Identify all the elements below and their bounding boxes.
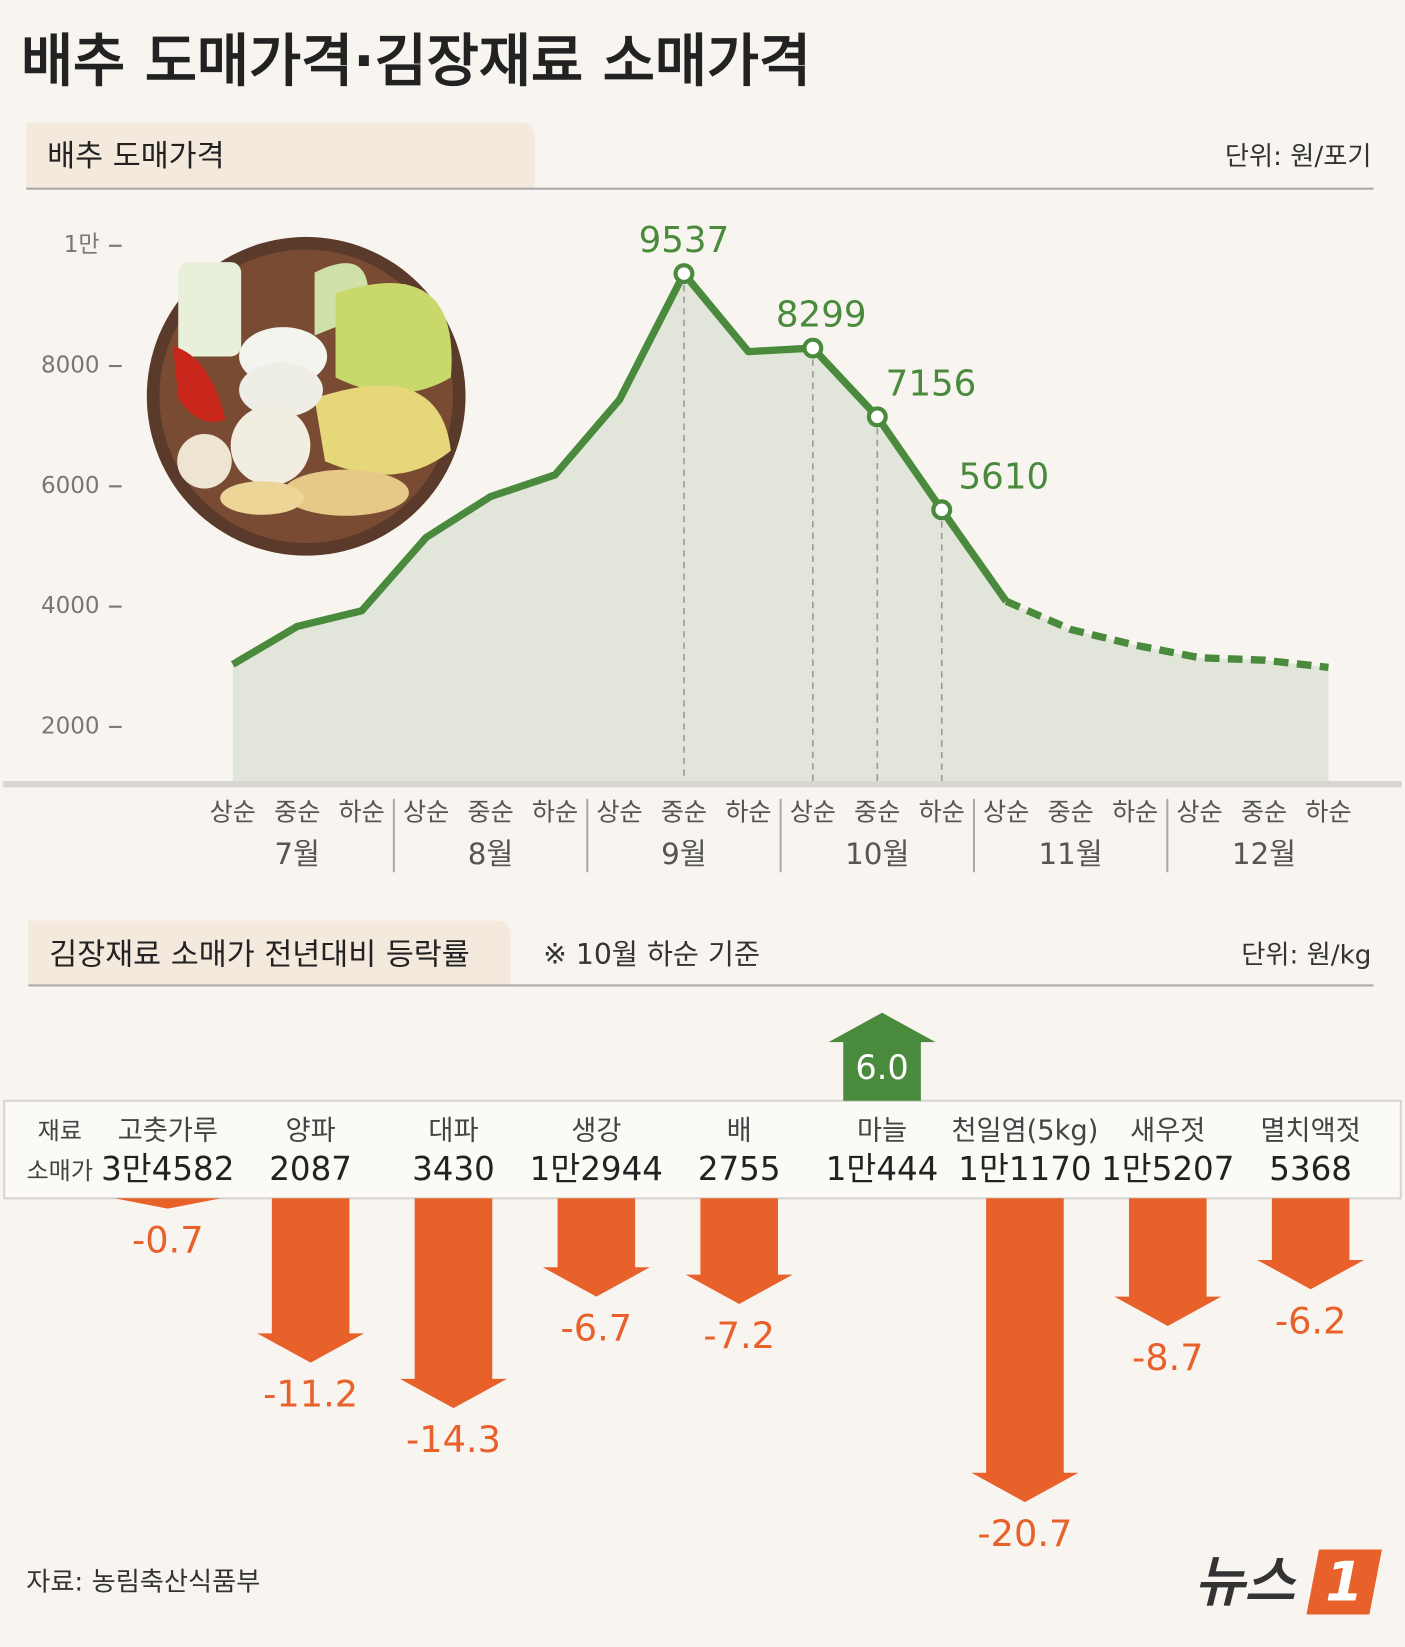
x-tick-label: 상순: [983, 798, 1029, 827]
x-tick-label: 상순: [1176, 798, 1222, 827]
x-tick-label: 중순: [1047, 798, 1093, 827]
price-label: 1만444: [826, 1150, 939, 1188]
bar-arrow: [1257, 1198, 1365, 1290]
unit-label: 단위: 원/kg: [1241, 941, 1371, 971]
x-tick-label: 하순: [339, 798, 385, 827]
y-tick-label: 2000: [41, 713, 100, 739]
y-tick-label: 6000: [41, 473, 100, 499]
price-label: 5368: [1269, 1150, 1352, 1188]
point-marker: [866, 406, 888, 428]
price-label: 1만1170: [958, 1150, 1091, 1188]
bar-arrow: [828, 1012, 936, 1101]
point-marker: [673, 263, 695, 285]
data-label: -6.7: [561, 1307, 633, 1350]
bar-arrow: [1114, 1198, 1222, 1326]
point-marker: [802, 337, 824, 359]
data-label: 9537: [639, 220, 730, 261]
y-tick-label: 1만: [64, 232, 100, 258]
data-label: -0.7: [132, 1219, 204, 1262]
bar-arrow: [971, 1198, 1079, 1503]
x-tick-label: 하순: [919, 798, 965, 827]
main-title: 배추 도매가격·김장재료 소매가격: [21, 29, 811, 95]
data-label: -14.3: [406, 1418, 501, 1461]
bar-arrow: [400, 1198, 507, 1409]
data-label: -7.2: [703, 1314, 775, 1357]
price-label: 2755: [698, 1150, 781, 1188]
category-label: 마늘: [857, 1116, 907, 1147]
x-tick-label: 상순: [596, 798, 642, 827]
bar-arrow: [114, 1198, 222, 1209]
note: ※ 10월 하순 기준: [543, 938, 760, 971]
category-label: 배: [727, 1116, 752, 1147]
bar-arrow: [685, 1198, 793, 1304]
category-label: 대파: [428, 1116, 478, 1147]
point-marker: [931, 499, 953, 521]
price-label: 1만5207: [1101, 1150, 1234, 1188]
bar-plot: 고춧가루3만4582-0.7양파2087-11.2대파3430-14.3생강1만…: [101, 1012, 1365, 1555]
bar-arrow: [257, 1198, 365, 1363]
x-tick-label: 상순: [790, 798, 836, 827]
logo-text: 뉴스: [1195, 1549, 1297, 1613]
data-label: -8.7: [1132, 1336, 1204, 1379]
area: [232, 273, 1329, 782]
category-label: 멸치액젓: [1260, 1116, 1360, 1147]
x-tick-label: 중순: [661, 798, 707, 827]
unit-label: 단위: 원/포기: [1225, 142, 1372, 172]
table-band: [3, 1099, 1402, 1200]
price-label: 2087: [269, 1150, 352, 1188]
section-title: 배추 도매가격: [47, 139, 224, 174]
price-label: 3430: [412, 1150, 495, 1188]
vegetable-bowl-illustration: [146, 236, 466, 556]
axis-band: [3, 781, 1402, 788]
data-label: 5610: [959, 456, 1050, 497]
logo-badge: [1306, 1549, 1382, 1615]
month-label: 11월: [1038, 837, 1102, 871]
bar-arrow: [542, 1198, 650, 1297]
x-tick-label: 하순: [1305, 798, 1351, 827]
x-tick-label: 상순: [210, 798, 256, 827]
category-label: 고춧가루: [118, 1116, 218, 1147]
line-plot: 2000 4000 6000 8000 1만 9537 8299 7156 5610: [41, 220, 1329, 782]
data-label: 6.0: [855, 1048, 908, 1087]
x-tick-label: 중순: [1241, 798, 1287, 827]
month-label: 10월: [845, 837, 909, 871]
data-label: -6.2: [1275, 1299, 1347, 1342]
category-label: 새우젓: [1130, 1116, 1205, 1147]
x-tick-label: 중순: [854, 798, 900, 827]
section-header-bg: [26, 122, 535, 189]
y-tick-label: 8000: [41, 353, 100, 379]
x-tick-label: 상순: [403, 798, 449, 827]
x-tick-label: 하순: [725, 798, 771, 827]
line-projected: [1004, 597, 1329, 672]
x-tick-label: 중순: [467, 798, 513, 827]
x-tick-label: 중순: [274, 798, 320, 827]
section-title: 김장재료 소매가 전년대비 등락률: [49, 938, 469, 973]
section-header-bg: [28, 920, 511, 986]
price-label: 3만4582: [101, 1150, 234, 1188]
row-label: 재료: [38, 1117, 82, 1145]
price-label: 1만2944: [530, 1150, 663, 1188]
month-label: 9월: [661, 837, 707, 871]
data-label: -11.2: [263, 1373, 358, 1416]
month-label: 8월: [468, 837, 514, 871]
logo-mark: 1: [1325, 1549, 1363, 1613]
data-label: 7156: [886, 363, 977, 404]
x-axis: 상순 중순 하순 상순 중순 하순 상순 중순 하순 상순 중순 하순 상순 중순 하순 상순 중순 하순 7월 8월…: [210, 798, 1352, 873]
data-label: -20.7: [977, 1512, 1072, 1555]
x-tick-label: 하순: [1112, 798, 1158, 827]
x-tick-label: 하순: [532, 798, 578, 827]
source: 자료: 농림축산식품부: [26, 1568, 260, 1598]
month-label: 12월: [1232, 837, 1296, 871]
category-label: 양파: [286, 1116, 336, 1147]
y-tick-label: 4000: [41, 593, 100, 619]
category-label: 천일염(5kg): [951, 1116, 1098, 1147]
row-label: 소매가: [26, 1157, 93, 1185]
data-label: 8299: [776, 295, 867, 336]
category-label: 생강: [571, 1116, 621, 1147]
month-label: 7월: [274, 837, 320, 871]
